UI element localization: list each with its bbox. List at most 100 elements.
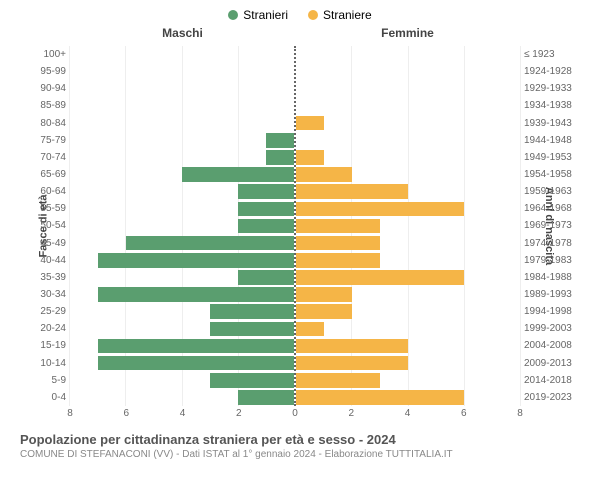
plot-area: 100+95-9990-9485-8980-8475-7970-7465-696… <box>20 46 580 406</box>
x-tick: 4 <box>405 408 411 419</box>
bar-row-female <box>296 269 520 286</box>
bar-row-male <box>70 320 294 337</box>
bar-row-male <box>70 80 294 97</box>
bar-row-female <box>296 286 520 303</box>
bar-row-male <box>70 63 294 80</box>
bar-row-male <box>70 235 294 252</box>
x-tick: 4 <box>180 408 186 419</box>
bar-male <box>98 253 294 268</box>
y-axis-age: 100+95-9990-9485-8980-8475-7970-7465-696… <box>20 46 70 406</box>
legend-female: Straniere <box>308 8 372 22</box>
age-tick: 10-14 <box>20 355 70 372</box>
bar-male <box>238 219 294 234</box>
birth-tick: 1944-1948 <box>520 132 580 149</box>
age-tick: 25-29 <box>20 303 70 320</box>
header-male: Maschi <box>70 26 295 40</box>
bar-row-female <box>296 217 520 234</box>
bar-row-male <box>70 115 294 132</box>
age-tick: 45-49 <box>20 235 70 252</box>
bar-row-male <box>70 132 294 149</box>
age-tick: 75-79 <box>20 132 70 149</box>
bar-row-male <box>70 97 294 114</box>
header-female: Femmine <box>295 26 520 40</box>
age-tick: 100+ <box>20 46 70 63</box>
bar-female <box>296 150 324 165</box>
bar-row-male <box>70 200 294 217</box>
birth-tick: 1934-1938 <box>520 97 580 114</box>
bar-row-female <box>296 355 520 372</box>
bar-row-female <box>296 303 520 320</box>
bar-row-male <box>70 149 294 166</box>
x-tick: 2 <box>348 408 354 419</box>
bar-male <box>98 287 294 302</box>
birth-tick: 1959-1963 <box>520 183 580 200</box>
footer-title: Popolazione per cittadinanza straniera p… <box>20 432 580 447</box>
bar-row-female <box>296 63 520 80</box>
birth-tick: 1954-1958 <box>520 166 580 183</box>
birth-tick: 2009-2013 <box>520 355 580 372</box>
bar-male <box>238 184 294 199</box>
legend-male-label: Stranieri <box>243 8 288 22</box>
birth-tick: 1929-1933 <box>520 80 580 97</box>
bar-row-male <box>70 217 294 234</box>
bars-male <box>70 46 296 406</box>
bar-row-male <box>70 286 294 303</box>
bar-male <box>266 133 294 148</box>
bar-row-female <box>296 183 520 200</box>
age-tick: 50-54 <box>20 217 70 234</box>
bar-female <box>296 356 408 371</box>
bars-female <box>296 46 520 406</box>
birth-tick: 1974-1978 <box>520 235 580 252</box>
birth-tick: 1924-1928 <box>520 63 580 80</box>
age-tick: 55-59 <box>20 200 70 217</box>
bar-row-female <box>296 46 520 63</box>
bar-female <box>296 304 352 319</box>
birth-tick: 1964-1968 <box>520 200 580 217</box>
age-tick: 95-99 <box>20 63 70 80</box>
age-tick: 15-19 <box>20 337 70 354</box>
bar-female <box>296 184 408 199</box>
bar-row-male <box>70 269 294 286</box>
bar-row-male <box>70 355 294 372</box>
bar-female <box>296 322 324 337</box>
bar-row-female <box>296 132 520 149</box>
birth-tick: 1984-1988 <box>520 269 580 286</box>
bar-male <box>210 322 294 337</box>
legend-male-swatch <box>228 10 238 20</box>
bars-region <box>70 46 520 406</box>
age-tick: 20-24 <box>20 320 70 337</box>
legend-female-label: Straniere <box>323 8 372 22</box>
x-tick: 8 <box>67 408 73 419</box>
bar-row-female <box>296 252 520 269</box>
birth-tick: 2014-2018 <box>520 372 580 389</box>
x-tick: 6 <box>461 408 467 419</box>
bar-row-male <box>70 252 294 269</box>
age-tick: 0-4 <box>20 389 70 406</box>
bar-row-female <box>296 337 520 354</box>
birth-tick: 1969-1973 <box>520 217 580 234</box>
bar-female <box>296 236 380 251</box>
bar-female <box>296 116 324 131</box>
age-tick: 90-94 <box>20 80 70 97</box>
bar-row-male <box>70 389 294 406</box>
bar-female <box>296 167 352 182</box>
bar-row-female <box>296 97 520 114</box>
birth-tick: 1979-1983 <box>520 252 580 269</box>
bar-row-female <box>296 200 520 217</box>
bar-row-female <box>296 372 520 389</box>
bar-row-male <box>70 337 294 354</box>
chart-container: Maschi Femmine Fasce di età Anni di nasc… <box>20 26 580 426</box>
age-tick: 35-39 <box>20 269 70 286</box>
bar-row-female <box>296 235 520 252</box>
age-tick: 30-34 <box>20 286 70 303</box>
bar-male <box>238 270 294 285</box>
birth-tick: 1949-1953 <box>520 149 580 166</box>
legend-male: Stranieri <box>228 8 288 22</box>
birth-tick: 1999-2003 <box>520 320 580 337</box>
bar-female <box>296 253 380 268</box>
birth-tick: 2004-2008 <box>520 337 580 354</box>
bar-row-female <box>296 320 520 337</box>
x-tick: 2 <box>236 408 242 419</box>
birth-tick: 1939-1943 <box>520 115 580 132</box>
bar-row-male <box>70 372 294 389</box>
